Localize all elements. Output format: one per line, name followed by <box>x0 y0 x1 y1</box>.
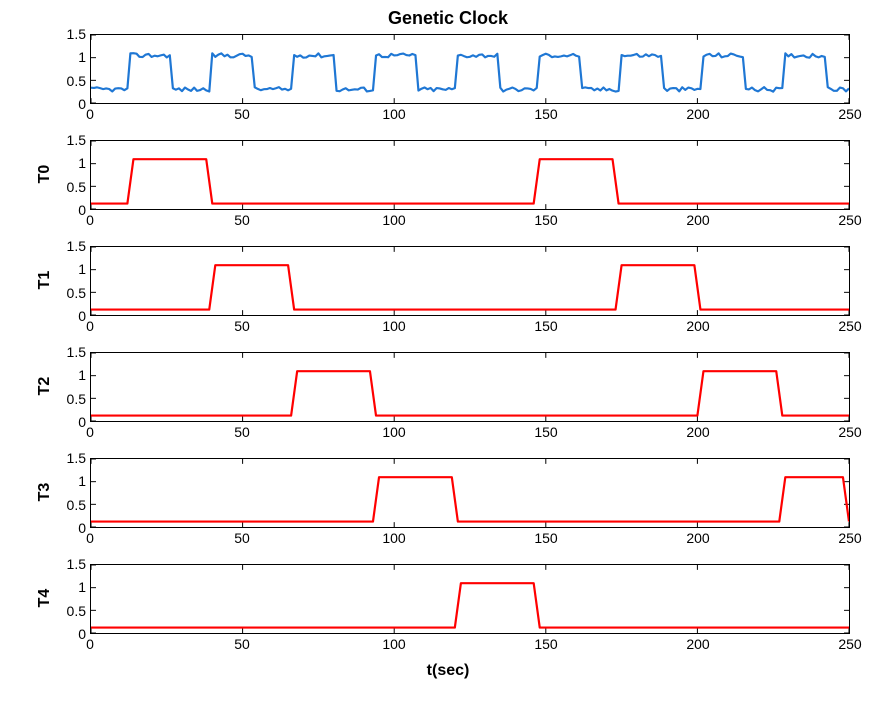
x-tick-label: 100 <box>382 212 405 228</box>
y-tick-label: 0.5 <box>56 285 86 301</box>
y-tick-label: 1.5 <box>56 556 86 572</box>
x-tick-label: 250 <box>838 424 861 440</box>
x-tick-label: 150 <box>534 106 557 122</box>
y-tick-label: 0.5 <box>56 391 86 407</box>
pulse-trace-T3 <box>91 477 849 521</box>
y-tick-label: 0 <box>56 96 86 112</box>
figure: Genetic Clock 00.511.505010015020025000.… <box>0 0 896 718</box>
panel-2 <box>90 246 850 316</box>
y-tick-label: 1 <box>56 367 86 383</box>
x-tick-label: 250 <box>838 212 861 228</box>
y-axis-label-T0: T0 <box>36 159 54 189</box>
y-tick-label: 0 <box>56 308 86 324</box>
y-tick-label: 0 <box>56 202 86 218</box>
y-tick-label: 1 <box>56 261 86 277</box>
x-tick-label: 200 <box>686 318 709 334</box>
x-tick-label: 0 <box>86 530 94 546</box>
y-axis-label-T1: T1 <box>36 265 54 295</box>
panel-3 <box>90 352 850 422</box>
panel-5 <box>90 564 850 634</box>
y-tick-label: 0.5 <box>56 603 86 619</box>
x-tick-label: 200 <box>686 530 709 546</box>
x-tick-label: 50 <box>234 212 250 228</box>
x-tick-label: 50 <box>234 424 250 440</box>
y-axis-label-T4: T4 <box>36 583 54 613</box>
x-tick-label: 250 <box>838 106 861 122</box>
x-tick-label: 250 <box>838 636 861 652</box>
y-tick-label: 1.5 <box>56 238 86 254</box>
y-tick-label: 1 <box>56 155 86 171</box>
x-tick-label: 150 <box>534 530 557 546</box>
y-tick-label: 1.5 <box>56 26 86 42</box>
x-tick-label: 50 <box>234 106 250 122</box>
y-tick-label: 0 <box>56 414 86 430</box>
x-tick-label: 200 <box>686 106 709 122</box>
x-tick-label: 200 <box>686 424 709 440</box>
y-axis-label-T2: T2 <box>36 371 54 401</box>
x-tick-label: 100 <box>382 106 405 122</box>
x-tick-label: 200 <box>686 636 709 652</box>
y-tick-label: 1.5 <box>56 132 86 148</box>
x-tick-label: 150 <box>534 424 557 440</box>
x-tick-label: 100 <box>382 636 405 652</box>
x-tick-label: 100 <box>382 318 405 334</box>
x-tick-label: 0 <box>86 424 94 440</box>
x-tick-label: 250 <box>838 318 861 334</box>
panel-0 <box>90 34 850 104</box>
x-tick-label: 0 <box>86 106 94 122</box>
x-tick-label: 100 <box>382 530 405 546</box>
x-tick-label: 150 <box>534 636 557 652</box>
x-axis-label: t(sec) <box>0 662 896 680</box>
y-tick-label: 1.5 <box>56 344 86 360</box>
x-tick-label: 100 <box>382 424 405 440</box>
y-tick-label: 0.5 <box>56 73 86 89</box>
pulse-trace-T1 <box>91 265 849 309</box>
x-tick-label: 0 <box>86 636 94 652</box>
x-tick-label: 0 <box>86 318 94 334</box>
panel-1 <box>90 140 850 210</box>
panel-4 <box>90 458 850 528</box>
x-tick-label: 250 <box>838 530 861 546</box>
y-tick-label: 1 <box>56 473 86 489</box>
pulse-trace-T2 <box>91 371 849 415</box>
pulse-trace-T0 <box>91 159 849 203</box>
y-axis-label-T3: T3 <box>36 477 54 507</box>
y-tick-label: 0 <box>56 626 86 642</box>
y-tick-label: 1 <box>56 49 86 65</box>
figure-title: Genetic Clock <box>0 8 896 29</box>
x-tick-label: 50 <box>234 636 250 652</box>
x-tick-label: 150 <box>534 212 557 228</box>
x-tick-label: 50 <box>234 530 250 546</box>
y-tick-label: 0.5 <box>56 179 86 195</box>
clock-trace <box>91 53 849 91</box>
x-tick-label: 150 <box>534 318 557 334</box>
x-tick-label: 200 <box>686 212 709 228</box>
x-tick-label: 0 <box>86 212 94 228</box>
y-tick-label: 0 <box>56 520 86 536</box>
y-tick-label: 1 <box>56 579 86 595</box>
pulse-trace-T4 <box>91 583 849 627</box>
y-tick-label: 0.5 <box>56 497 86 513</box>
y-tick-label: 1.5 <box>56 450 86 466</box>
x-tick-label: 50 <box>234 318 250 334</box>
